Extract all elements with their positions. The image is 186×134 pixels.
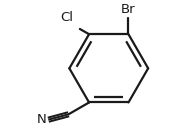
Text: Br: Br bbox=[121, 3, 136, 16]
Text: N: N bbox=[37, 113, 46, 126]
Text: Cl: Cl bbox=[60, 11, 73, 24]
